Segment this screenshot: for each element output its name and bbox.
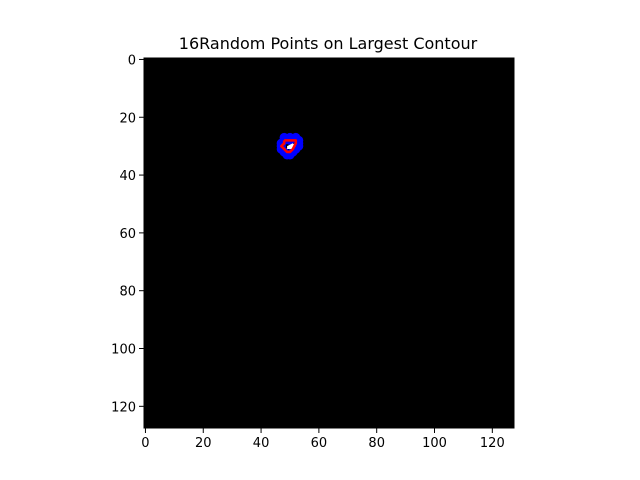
y-tick-label: 20 xyxy=(119,111,136,126)
x-tick-label: 40 xyxy=(253,436,270,451)
y-tick-label: 40 xyxy=(119,169,136,184)
x-tick-label: 100 xyxy=(422,436,447,451)
x-tick-label: 0 xyxy=(141,436,149,451)
y-tick-label: 0 xyxy=(128,53,136,68)
x-tick-label: 20 xyxy=(195,436,212,451)
largest-contour-line xyxy=(280,139,298,154)
x-tick-label: 60 xyxy=(311,436,328,451)
image-plot-area xyxy=(143,57,515,429)
y-tick-label: 120 xyxy=(111,400,136,415)
x-tick-label: 120 xyxy=(480,436,505,451)
y-axis: 0 20 40 60 80 100 120 xyxy=(111,53,144,415)
y-tick-label: 100 xyxy=(111,343,136,358)
x-tick-label: 80 xyxy=(368,436,385,451)
y-tick-label: 60 xyxy=(119,227,136,242)
x-axis: 0 20 40 60 80 100 120 xyxy=(141,428,505,451)
y-tick-label: 80 xyxy=(119,285,136,300)
chart-title: 16Random Points on Largest Contour xyxy=(179,34,478,53)
marks-layer xyxy=(276,132,304,160)
